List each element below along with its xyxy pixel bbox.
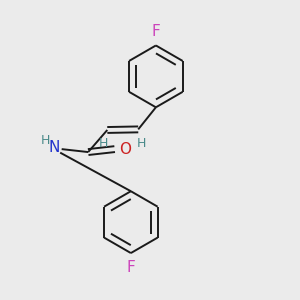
Text: H: H — [41, 134, 50, 147]
Text: F: F — [152, 24, 160, 39]
Text: O: O — [119, 142, 131, 157]
Text: H: H — [99, 137, 109, 150]
Text: H: H — [137, 137, 146, 150]
Text: N: N — [49, 140, 60, 155]
Text: F: F — [127, 260, 135, 274]
